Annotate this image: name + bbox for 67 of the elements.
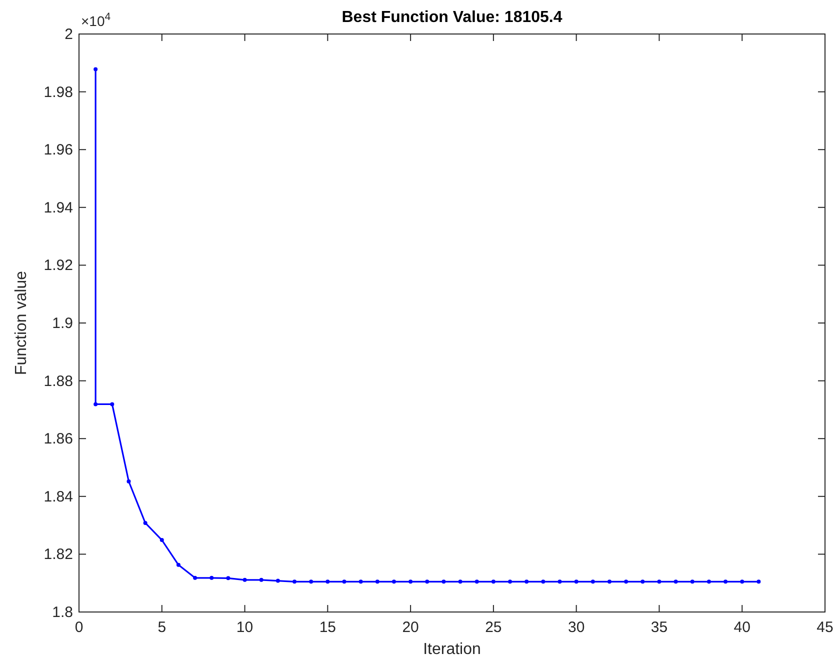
point: [242, 578, 247, 582]
y-tick-label: 1.98: [44, 84, 73, 101]
point: [94, 402, 98, 406]
x-tick-label: 40: [734, 619, 750, 636]
y-tick-label: 1.92: [44, 257, 73, 274]
point: [491, 580, 496, 584]
x-tick-label: 0: [74, 619, 84, 636]
y-tick-label: 1.84: [44, 488, 73, 506]
y-tick-label: 1.9: [52, 315, 73, 332]
y-tick-label: 1.96: [44, 142, 73, 159]
point: [458, 580, 462, 584]
point: [425, 580, 430, 584]
point: [558, 580, 562, 584]
point: [309, 580, 314, 584]
text: ×10$^{4}$: [81, 11, 111, 29]
point: [474, 580, 479, 584]
y-tick-label: 1.88: [44, 372, 73, 390]
point: [624, 580, 628, 584]
point: [392, 580, 396, 584]
point: [94, 67, 98, 72]
point: [342, 580, 346, 584]
point: [276, 578, 280, 583]
point: [126, 479, 131, 484]
y-tick-label: 2: [64, 26, 73, 43]
point: [756, 580, 761, 584]
point: [193, 576, 198, 580]
point: [160, 538, 164, 542]
point: [690, 580, 694, 584]
point: [574, 580, 578, 584]
point: [657, 580, 662, 584]
point: [724, 580, 728, 584]
y-tick-label: 1.86: [44, 430, 73, 448]
point: [706, 580, 711, 584]
point: [442, 580, 446, 584]
point: [408, 580, 413, 584]
x-tick-label: 35: [650, 619, 668, 636]
y-axis-title: Function value: [13, 270, 30, 376]
chart-title: Best Function Value: 18105.4: [342, 9, 562, 26]
point: [508, 580, 512, 584]
x-tick-label: 5: [158, 619, 166, 636]
x-tick-label: 20: [402, 619, 419, 636]
point: [326, 580, 330, 584]
x-tick-label: 15: [319, 619, 336, 636]
point: [292, 580, 297, 584]
y-tick-label: 1.94: [44, 199, 73, 216]
point: [590, 580, 595, 584]
x-tick-label: 25: [485, 619, 502, 636]
point: [358, 580, 363, 584]
point: [259, 578, 264, 582]
x-axis-title: Iteration: [423, 641, 481, 658]
x-tick-label: 30: [568, 619, 585, 636]
point: [210, 576, 214, 580]
point: [740, 580, 744, 584]
point: [143, 520, 148, 525]
point: [375, 580, 380, 584]
point: [607, 580, 612, 584]
point: [674, 580, 678, 584]
point: [524, 580, 529, 584]
point: [110, 402, 114, 406]
point: [176, 562, 180, 567]
point: [226, 576, 230, 580]
x-tick-label: 10: [236, 619, 254, 636]
y-tick-label: 1.82: [44, 546, 73, 564]
point: [640, 580, 645, 584]
point: [541, 580, 546, 584]
x-tick-label: 45: [816, 619, 834, 636]
y-tick-label: 1.8: [52, 604, 73, 621]
